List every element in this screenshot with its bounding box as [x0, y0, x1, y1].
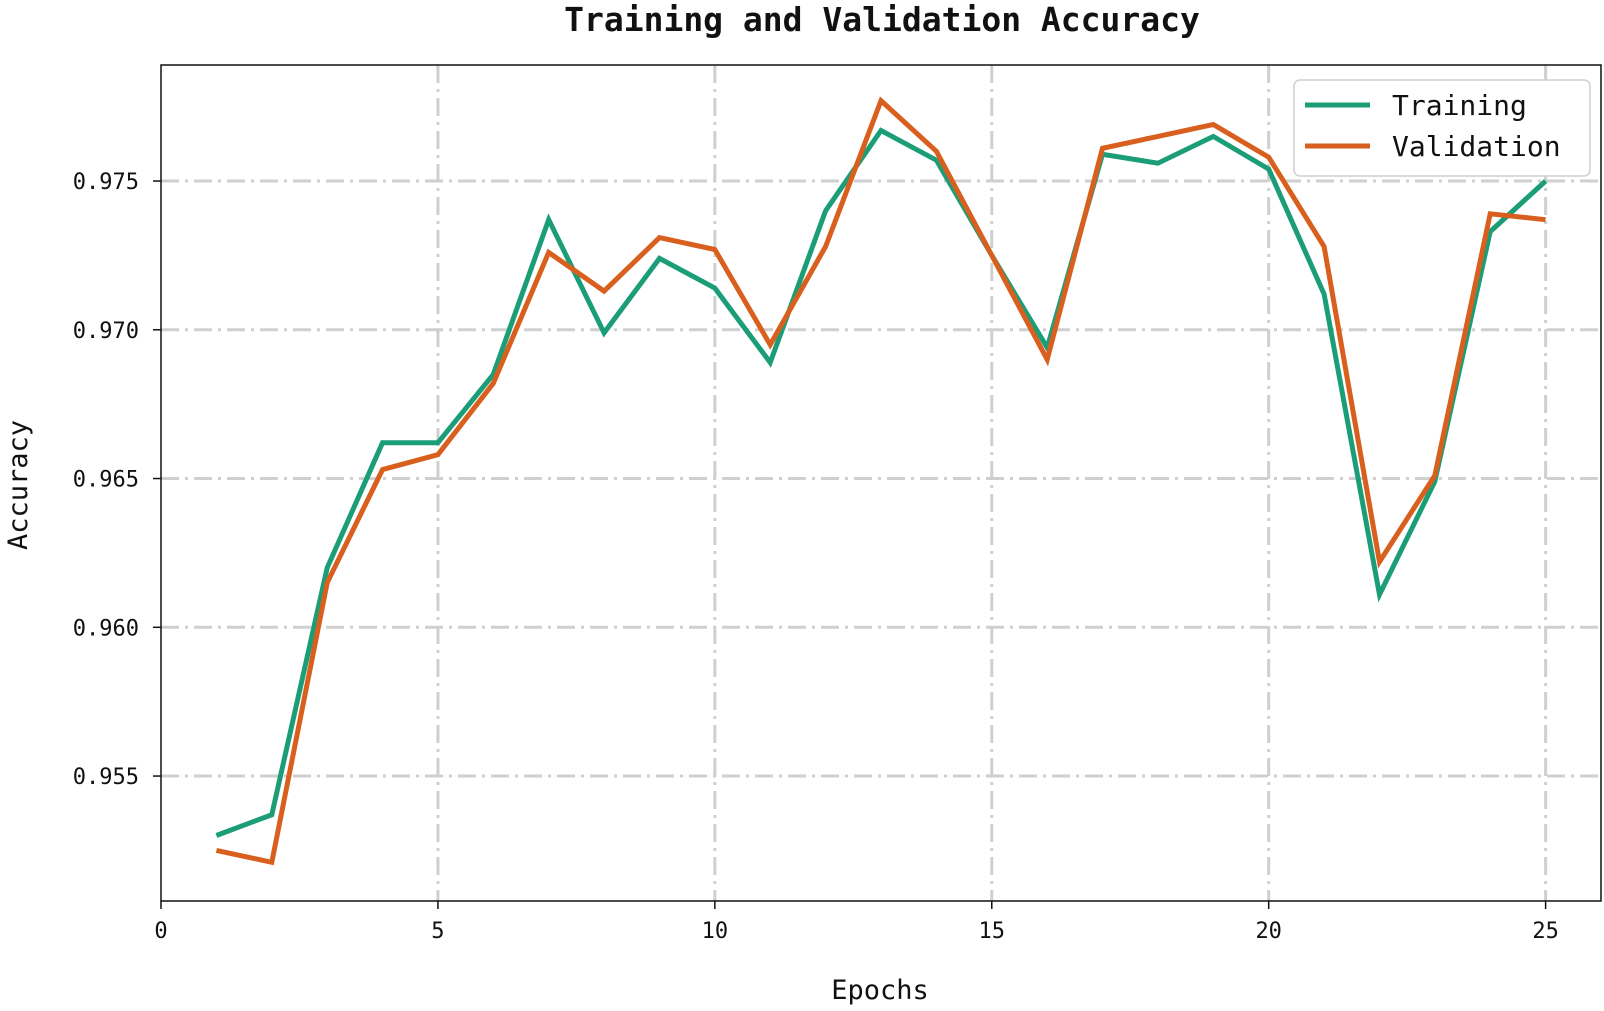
series-layer: [215, 96, 1548, 866]
y-tick-label: 0.975: [73, 170, 139, 195]
x-tick-label: 10: [702, 919, 729, 944]
y-axis-label: Accuracy: [3, 420, 34, 550]
x-axis: 0 5 10 15 20 25: [154, 901, 1559, 944]
x-tick-label: 25: [1532, 919, 1559, 944]
grid: [161, 65, 1601, 901]
x-tick-label: 0: [154, 919, 167, 944]
legend-label-validation: Validation: [1392, 130, 1561, 163]
y-tick-label: 0.960: [73, 616, 139, 641]
series-line-validation: [215, 96, 1546, 866]
plot-frame: [160, 64, 1602, 902]
legend: Training Validation: [1293, 79, 1591, 177]
legend-label-training: Training: [1392, 89, 1527, 122]
y-tick-label: 0.965: [73, 468, 139, 493]
x-tick-label: 20: [1255, 919, 1282, 944]
x-axis-label: Epochs: [831, 975, 929, 1006]
x-tick-label: 5: [431, 919, 444, 944]
chart-title: Training and Validation Accuracy: [564, 0, 1200, 39]
y-tick-label: 0.970: [73, 319, 139, 344]
series-line-training: [215, 127, 1548, 838]
y-tick-label: 0.955: [73, 765, 139, 790]
y-axis: 0.955 0.960 0.965 0.970 0.975: [73, 170, 161, 790]
x-tick-label: 15: [979, 919, 1006, 944]
